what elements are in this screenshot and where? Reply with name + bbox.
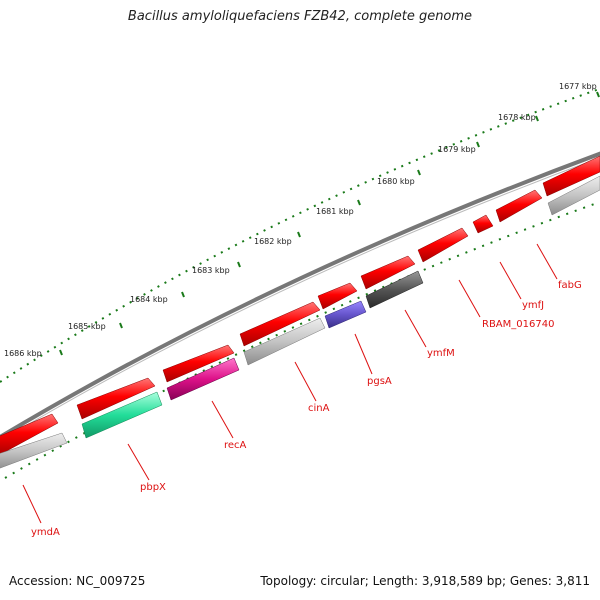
- reverse-strand-features: [0, 175, 600, 470]
- kbp-label: 1679 kbp: [438, 145, 476, 154]
- cds-arrow[interactable]: [472, 214, 494, 234]
- gene-label-RBAM-016740[interactable]: RBAM_016740: [482, 319, 554, 330]
- gene-label-fabG[interactable]: fabG: [558, 280, 582, 291]
- kbp-label: 1677 kbp: [559, 82, 597, 91]
- gene-label-pgsA[interactable]: pgsA: [367, 376, 392, 387]
- kbp-label: 1686 kbp: [4, 349, 42, 358]
- kbp-label: 1685 kbp: [68, 322, 106, 331]
- gene-label-ymdA[interactable]: ymdA: [31, 527, 60, 538]
- forward-strand-features: [0, 155, 600, 455]
- gene-labels: fabG ymfJ RBAM_016740 ymfM pgsA cinA rec…: [31, 280, 582, 538]
- cds-arrow[interactable]: [495, 189, 543, 223]
- cds-block-recA[interactable]: [166, 357, 240, 401]
- cds-arrow[interactable]: [162, 344, 235, 383]
- cds-arrow[interactable]: [417, 227, 469, 263]
- gene-label-pbpX[interactable]: pbpX: [140, 482, 166, 493]
- genome-title: Bacillus amyloliquefaciens FZB42, comple…: [127, 9, 473, 24]
- cds-block[interactable]: [0, 432, 68, 470]
- kbp-label: 1678 kbp: [498, 113, 536, 122]
- kbp-scale-ring: 1677 kbp 1678 kbp 1679 kbp 1680 kbp 1681…: [0, 82, 600, 383]
- kbp-label: 1683 kbp: [192, 266, 230, 275]
- kbp-label: 1684 kbp: [130, 295, 168, 304]
- kbp-major-ticks: [59, 91, 600, 356]
- kbp-label: 1680 kbp: [377, 177, 415, 186]
- inner-tick-ring: [4, 201, 600, 479]
- cds-arrow[interactable]: [0, 413, 59, 455]
- cds-block[interactable]: [547, 175, 600, 216]
- genome-backbone: [0, 151, 600, 442]
- cds-arrow[interactable]: [239, 301, 321, 347]
- accession-text: Accession: NC_009725: [9, 574, 146, 588]
- cds-block-pbpX[interactable]: [81, 391, 163, 439]
- cds-block-ymfM[interactable]: [365, 270, 424, 309]
- cds-arrow[interactable]: [360, 255, 416, 290]
- kbp-label: 1682 kbp: [254, 237, 292, 246]
- kbp-label: 1681 kbp: [316, 207, 354, 216]
- gene-label-ymfM[interactable]: ymfM: [427, 348, 455, 359]
- kbp-scale-dots: [0, 87, 600, 383]
- cds-arrow[interactable]: [542, 155, 600, 197]
- gene-label-leaders: [22, 243, 558, 524]
- gene-label-cinA[interactable]: cinA: [308, 403, 330, 414]
- genome-stats-text: Topology: circular; Length: 3,918,589 bp…: [260, 574, 590, 588]
- cds-arrow[interactable]: [317, 282, 358, 310]
- gene-label-ymfJ[interactable]: ymfJ: [522, 300, 544, 311]
- cds-arrow[interactable]: [76, 377, 156, 420]
- cds-block-pgsA[interactable]: [324, 300, 367, 329]
- cds-block[interactable]: [243, 317, 326, 366]
- gene-label-recA[interactable]: recA: [224, 440, 247, 451]
